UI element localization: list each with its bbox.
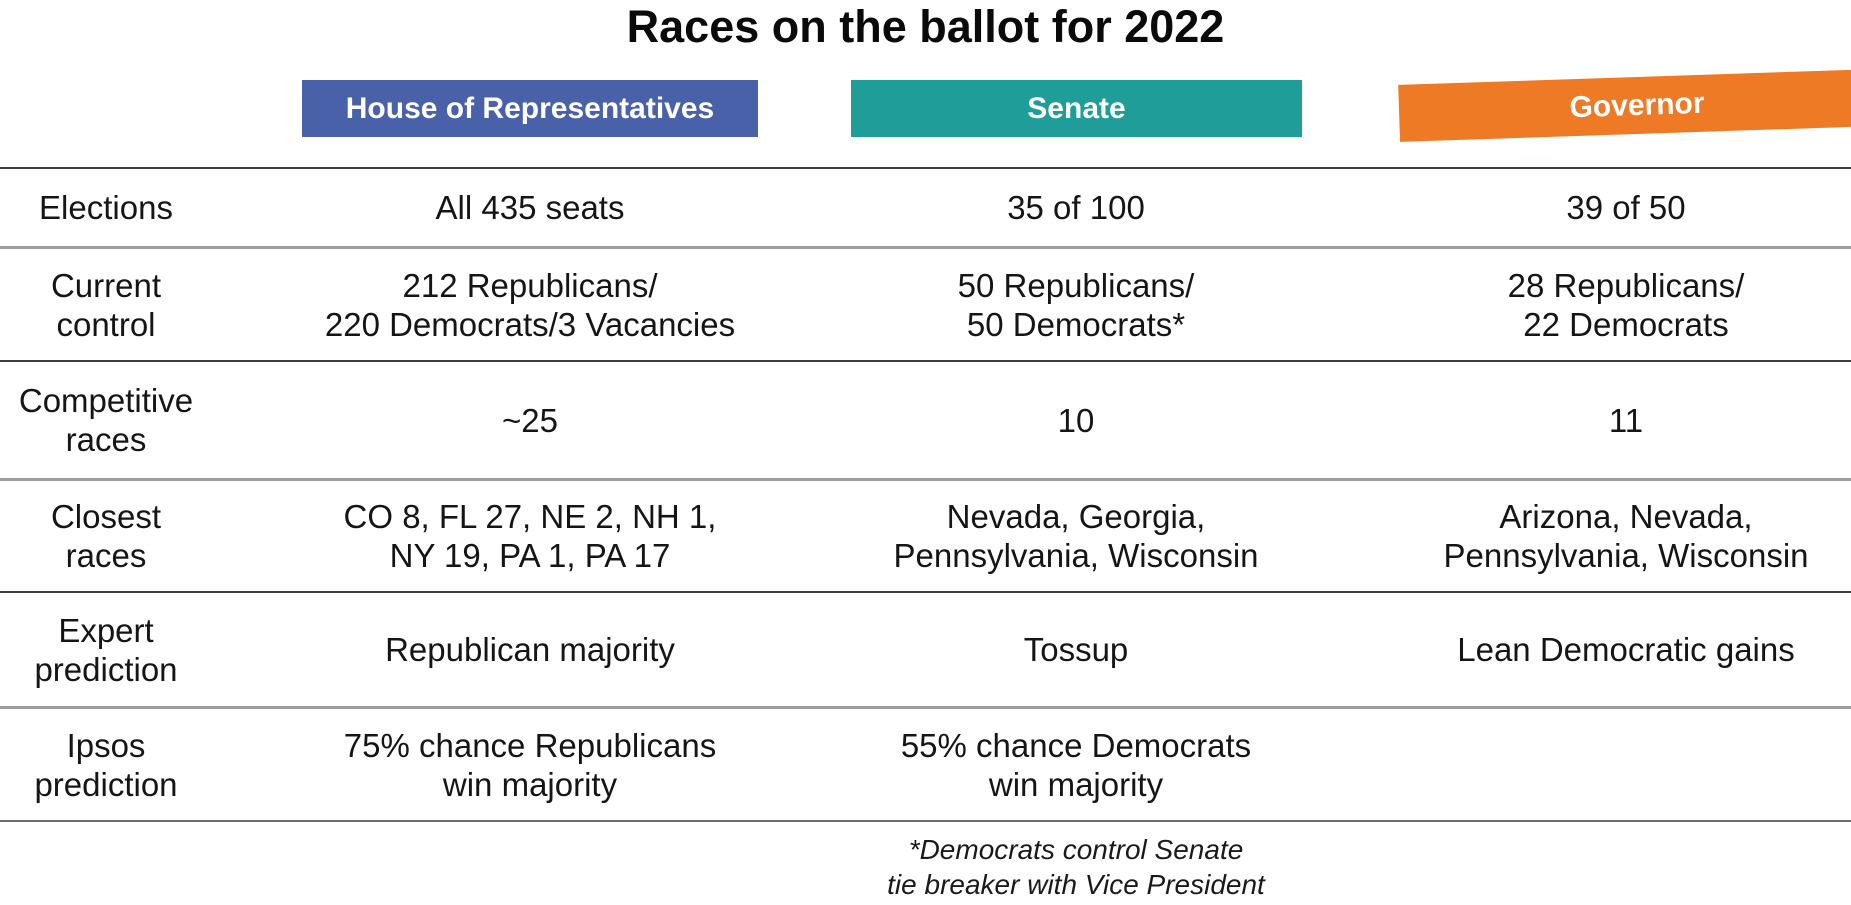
cell-competitive-races-house: ~25 — [502, 401, 558, 439]
cell-elections-senate: 35 of 100 — [1007, 189, 1145, 226]
table-row-closest-races: Closest races CO 8, FL 27, NE 2, NH 1, N… — [0, 478, 1851, 591]
cell-expert-prediction-senate: Tossup — [1023, 631, 1129, 668]
races-table: Elections All 435 seats 35 of 100 39 of … — [0, 167, 1851, 820]
cell-elections-house: All 435 seats — [435, 189, 625, 226]
cell-current-control-house: 212 Republicans/ 220 Democrats/3 Vacanci… — [324, 266, 736, 343]
cell-closest-races-house: CO 8, FL 27, NE 2, NH 1, NY 19, PA 1, PA… — [343, 498, 717, 574]
cell-current-control-governor: 28 Republicans/ 22 Democrats — [1507, 266, 1745, 343]
cell-ipsos-prediction-senate: 55% chance Democrats win majority — [900, 726, 1252, 803]
cell-ipsos-prediction-house: 75% chance Republicans win majority — [343, 726, 717, 803]
table-row-expert-prediction: Expert prediction Republican majority To… — [0, 591, 1851, 706]
table-footer: *Democrats control Senate tie breaker wi… — [0, 820, 1851, 905]
cell-closest-races-governor: Arizona, Nevada, Pennsylvania, Wisconsin — [1443, 498, 1809, 574]
row-label-ipsos-prediction: Ipsos prediction — [34, 726, 178, 803]
row-label-closest-races: Closest races — [50, 498, 162, 574]
table-row-elections: Elections All 435 seats 35 of 100 39 of … — [0, 167, 1851, 246]
cell-closest-races-senate: Nevada, Georgia, Pennsylvania, Wisconsin — [893, 498, 1259, 574]
page-title: Races on the ballot for 2022 — [626, 1, 1225, 52]
row-label-elections: Elections — [39, 189, 173, 226]
table-row-current-control: Current control 212 Republicans/ 220 Dem… — [0, 246, 1851, 360]
table-row-ipsos-prediction: Ipsos prediction 75% chance Republicans … — [0, 706, 1851, 820]
column-header-governor: Governor — [1398, 69, 1851, 142]
table-row-competitive-races: Competitive races ~25 10 11 — [0, 360, 1851, 478]
row-label-expert-prediction: Expert prediction — [34, 611, 178, 688]
column-header-house-label: House of Representatives — [345, 91, 715, 125]
cell-competitive-races-senate: 10 — [1057, 401, 1095, 439]
cell-expert-prediction-house: Republican majority — [385, 631, 675, 668]
row-label-current-control: Current control — [50, 266, 162, 343]
column-header-senate: Senate — [851, 80, 1302, 137]
column-header-house: House of Representatives — [302, 80, 758, 137]
column-header-governor-label: Governor — [1568, 86, 1706, 124]
cell-current-control-senate: 50 Republicans/ 50 Democrats* — [957, 266, 1195, 343]
cell-expert-prediction-governor: Lean Democratic gains — [1457, 631, 1795, 668]
cell-elections-governor: 39 of 50 — [1566, 189, 1686, 226]
column-header-senate-label: Senate — [1027, 91, 1126, 125]
senate-footnote: *Democrats control Senate tie breaker wi… — [887, 834, 1265, 900]
row-label-competitive-races: Competitive races — [18, 382, 194, 458]
cell-competitive-races-governor: 11 — [1608, 401, 1644, 439]
